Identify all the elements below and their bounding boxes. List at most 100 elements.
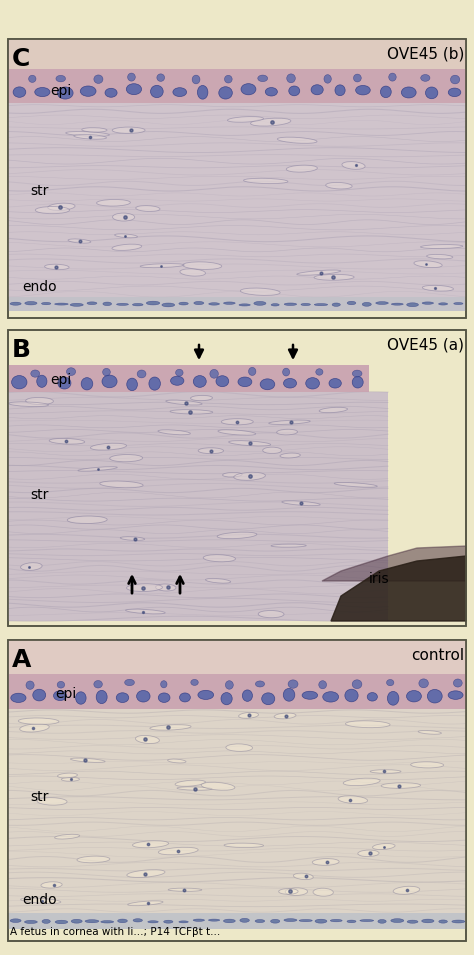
Ellipse shape [221, 418, 253, 425]
Ellipse shape [306, 377, 319, 389]
Ellipse shape [66, 132, 109, 137]
Ellipse shape [226, 681, 233, 690]
Ellipse shape [410, 762, 444, 768]
Ellipse shape [166, 400, 202, 405]
Ellipse shape [263, 447, 282, 454]
Text: epi: epi [55, 687, 76, 701]
Ellipse shape [57, 87, 73, 99]
Ellipse shape [283, 369, 290, 376]
Ellipse shape [120, 537, 145, 541]
Ellipse shape [9, 402, 48, 407]
Ellipse shape [326, 182, 352, 189]
Ellipse shape [164, 921, 173, 923]
Ellipse shape [173, 88, 187, 96]
Ellipse shape [271, 920, 280, 923]
Ellipse shape [251, 118, 291, 126]
Text: A fetus in cornea with li...; P14 TCFβt t...: A fetus in cornea with li...; P14 TCFβt … [10, 927, 220, 937]
Ellipse shape [158, 847, 198, 855]
Text: epi: epi [50, 84, 71, 98]
Ellipse shape [26, 681, 34, 690]
Ellipse shape [87, 302, 97, 305]
Ellipse shape [118, 919, 128, 923]
Ellipse shape [323, 691, 338, 702]
Ellipse shape [209, 919, 220, 922]
Ellipse shape [286, 165, 318, 172]
Ellipse shape [191, 679, 198, 686]
Ellipse shape [28, 75, 36, 82]
Ellipse shape [419, 679, 428, 688]
Ellipse shape [428, 690, 442, 703]
Ellipse shape [438, 303, 447, 305]
Ellipse shape [422, 919, 434, 923]
Ellipse shape [140, 264, 184, 267]
Ellipse shape [238, 712, 258, 718]
Ellipse shape [297, 270, 341, 275]
Ellipse shape [112, 244, 142, 250]
Text: endo: endo [22, 280, 56, 294]
Ellipse shape [11, 375, 27, 389]
Text: str: str [30, 790, 48, 804]
Ellipse shape [55, 835, 80, 839]
Ellipse shape [183, 262, 222, 269]
Ellipse shape [302, 691, 318, 699]
Bar [8, 297, 466, 311]
Ellipse shape [55, 303, 68, 305]
Ellipse shape [312, 859, 339, 865]
Ellipse shape [219, 87, 232, 99]
Bar [8, 640, 466, 674]
Ellipse shape [401, 87, 416, 98]
Ellipse shape [85, 920, 99, 923]
Ellipse shape [58, 377, 71, 389]
Bar [8, 674, 466, 709]
Ellipse shape [101, 921, 114, 923]
Ellipse shape [197, 85, 208, 99]
Bar [8, 709, 466, 913]
Ellipse shape [254, 302, 266, 306]
Ellipse shape [127, 584, 163, 591]
Ellipse shape [418, 731, 441, 734]
Ellipse shape [224, 843, 264, 847]
Ellipse shape [277, 430, 298, 435]
Ellipse shape [20, 724, 49, 732]
Ellipse shape [311, 85, 323, 95]
Ellipse shape [381, 783, 420, 788]
Ellipse shape [26, 397, 54, 405]
Ellipse shape [102, 369, 110, 376]
Ellipse shape [192, 75, 200, 84]
Ellipse shape [70, 304, 83, 307]
Ellipse shape [78, 467, 117, 471]
Ellipse shape [103, 302, 111, 306]
Ellipse shape [155, 584, 176, 591]
Ellipse shape [358, 850, 379, 857]
Ellipse shape [61, 777, 80, 781]
Ellipse shape [343, 778, 380, 786]
Ellipse shape [71, 758, 105, 762]
Ellipse shape [100, 481, 143, 488]
Ellipse shape [324, 74, 331, 83]
Ellipse shape [54, 690, 67, 701]
Ellipse shape [240, 288, 280, 295]
Ellipse shape [393, 886, 419, 894]
Ellipse shape [11, 693, 26, 703]
Ellipse shape [422, 302, 434, 305]
Ellipse shape [216, 375, 229, 387]
Ellipse shape [105, 88, 117, 97]
Ellipse shape [224, 302, 235, 305]
Ellipse shape [345, 690, 358, 702]
Bar [8, 39, 466, 318]
Ellipse shape [175, 780, 205, 786]
Ellipse shape [421, 74, 430, 81]
Ellipse shape [77, 856, 110, 862]
Ellipse shape [80, 86, 96, 96]
Ellipse shape [55, 921, 68, 923]
Ellipse shape [338, 796, 367, 803]
Bar [8, 69, 466, 103]
Ellipse shape [37, 797, 67, 805]
Bar [8, 640, 466, 941]
Ellipse shape [206, 579, 231, 584]
Ellipse shape [136, 205, 160, 211]
Ellipse shape [407, 921, 418, 923]
Ellipse shape [427, 254, 453, 259]
Ellipse shape [45, 265, 69, 269]
Ellipse shape [57, 681, 64, 689]
